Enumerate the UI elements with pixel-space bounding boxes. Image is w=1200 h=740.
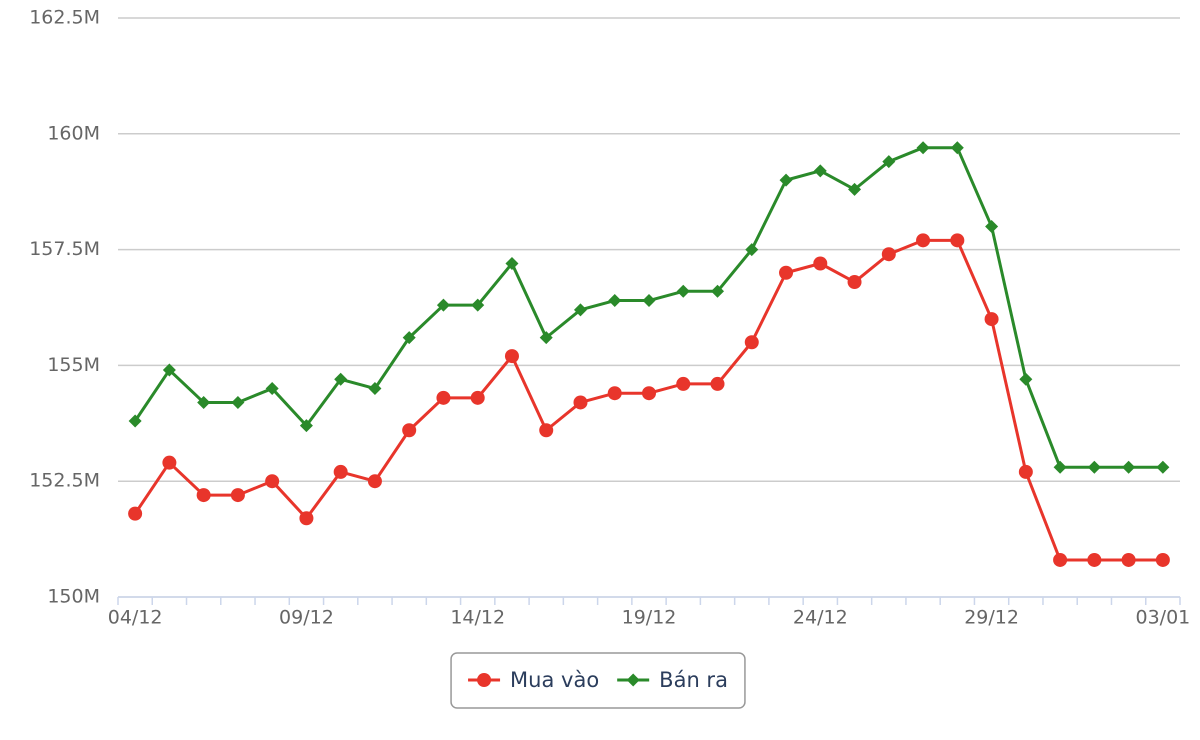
diamond-marker (436, 298, 450, 312)
diamond-marker (128, 414, 142, 428)
diamond-marker (1019, 372, 1033, 386)
diamond-marker (162, 363, 176, 377)
diamond-marker (745, 243, 759, 257)
circle-marker (676, 376, 691, 391)
diamond-marker (626, 673, 640, 687)
circle-marker (470, 390, 485, 405)
diamond-marker (882, 155, 896, 169)
y-tick-label: 155M (47, 354, 100, 376)
circle-marker (642, 386, 656, 401)
circle-marker (333, 464, 348, 479)
diamond-marker (985, 219, 999, 233)
diamond-marker (1122, 460, 1136, 474)
circle-marker (847, 275, 862, 290)
y-tick-label: 157.5M (29, 238, 100, 260)
circle-marker (230, 488, 245, 503)
circle-marker (504, 349, 519, 364)
x-tick-label: 19/12 (622, 607, 677, 629)
x-tick-label: 14/12 (450, 607, 505, 629)
circle-marker (265, 474, 280, 489)
circle-marker (779, 265, 794, 280)
x-tick-label: 04/12 (108, 607, 163, 629)
y-tick-label: 150M (47, 586, 100, 608)
circle-marker (1053, 552, 1068, 567)
circle-marker (1121, 552, 1136, 567)
circle-marker (881, 247, 896, 262)
diamond-marker (471, 298, 485, 312)
diamond-marker (779, 173, 793, 187)
x-tick-label: 03/01 (1135, 607, 1190, 629)
circle-marker (1155, 552, 1170, 567)
diamond-marker (1156, 460, 1170, 474)
diamond-marker (676, 284, 690, 298)
diamond-marker (334, 372, 348, 386)
diamond-marker (711, 284, 725, 298)
diamond-marker (848, 182, 862, 196)
circle-marker (710, 376, 725, 391)
diamond-marker (197, 395, 211, 409)
circle-marker (539, 423, 554, 438)
y-tick-label: 160M (47, 122, 100, 144)
x-tick-label: 29/12 (964, 607, 1019, 629)
diamond-marker (642, 294, 656, 308)
circle-marker (607, 386, 622, 401)
legend-label: Mua vào (510, 668, 599, 692)
diamond-marker (813, 164, 827, 178)
circle-marker (196, 488, 211, 503)
diamond-marker (299, 419, 313, 433)
diamond-marker (950, 141, 964, 155)
diamond-marker (573, 303, 587, 317)
diamond-marker (1087, 460, 1101, 474)
legend-label: Bán ra (659, 668, 728, 692)
circle-marker (402, 423, 417, 438)
diamond-marker (368, 382, 382, 396)
circle-marker (916, 233, 931, 248)
x-tick-label: 09/12 (279, 607, 334, 629)
diamond-marker (265, 382, 279, 396)
circle-marker (1018, 464, 1033, 479)
circle-marker (950, 233, 965, 248)
y-tick-label: 152.5M (29, 470, 100, 492)
circle-marker (436, 390, 451, 405)
circle-marker (984, 312, 999, 327)
circle-marker (162, 455, 177, 470)
circle-marker (299, 511, 314, 526)
circle-marker (477, 673, 492, 687)
diamond-marker (402, 331, 416, 345)
circle-marker (367, 474, 382, 489)
diamond-marker (231, 395, 245, 409)
diamond-marker (916, 141, 930, 155)
legend: Mua vào Bán ra (450, 652, 746, 709)
circle-marker (813, 256, 828, 271)
series-line (133, 146, 1163, 469)
x-tick-label: 24/12 (793, 607, 848, 629)
circle-marker (744, 335, 759, 350)
legend-box (450, 652, 746, 709)
circle-marker (573, 395, 588, 410)
diamond-marker (608, 294, 622, 308)
circle-marker (128, 506, 143, 521)
y-tick-label: 162.5M (29, 7, 100, 29)
diamond-marker (1053, 460, 1067, 474)
diamond-marker (539, 331, 553, 345)
circle-marker (1087, 552, 1102, 567)
diamond-marker (505, 256, 519, 270)
